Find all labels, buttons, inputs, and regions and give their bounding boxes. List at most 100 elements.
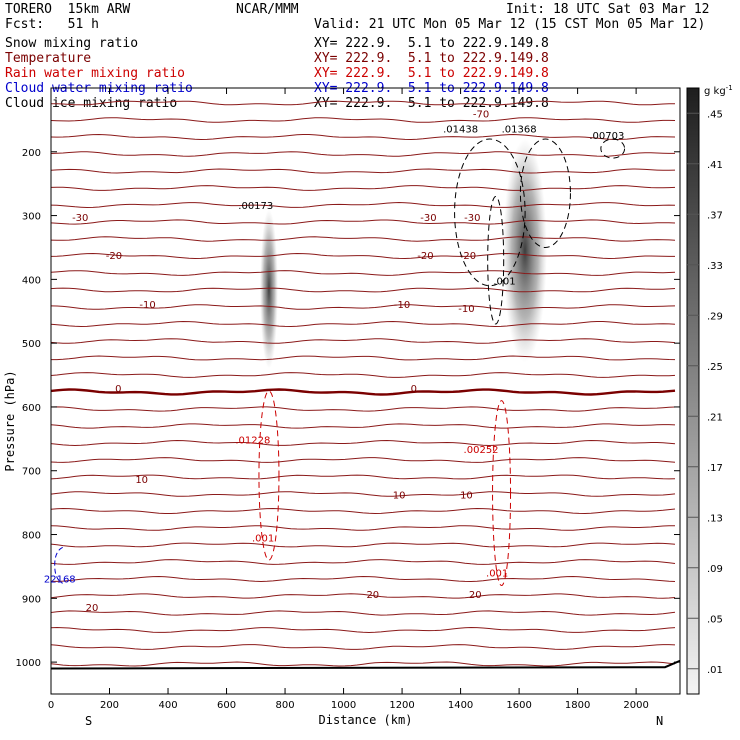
isotherm-line [51, 287, 676, 293]
isotherm-line [51, 644, 676, 650]
x-tick-label: 1800 [565, 700, 590, 711]
isotherm-line [51, 117, 676, 123]
maximum-label: .01228 [235, 435, 270, 446]
isotherm-line [51, 610, 676, 616]
temperature-label: -30 [464, 213, 480, 224]
colorbar-tick-label: .25 [707, 362, 723, 373]
x-tick-label: 800 [275, 700, 294, 711]
y-tick-label: 900 [22, 594, 41, 605]
isotherm-line [51, 525, 675, 531]
field-temp-xy: XY= 222.9. 5.1 to 222.9.149.8 [314, 51, 549, 66]
rain-contour [492, 400, 512, 587]
maximum-label: 22168 [44, 574, 76, 585]
isotherm-line [51, 372, 676, 378]
temperature-label: -30 [72, 213, 88, 224]
isotherm-line [51, 304, 676, 310]
valid-time: Valid: 21 UTC Mon 05 Mar 12 (15 CST Mon … [314, 17, 706, 32]
isotherm-line [51, 593, 676, 599]
colorbar-tick-label: .17 [707, 463, 723, 474]
forecast-hour: Fcst: 51 h [5, 17, 99, 32]
field-cloudice-xy: XY= 222.9. 5.1 to 222.9.149.8 [314, 96, 549, 111]
isotherm-line [51, 270, 676, 276]
temperature-label: -20 [417, 251, 433, 262]
maximum-label: .001 [486, 569, 508, 580]
isotherm-line [51, 100, 676, 106]
colorbar-tick-label: .13 [707, 513, 723, 524]
center-title: NCAR/MMM [236, 2, 299, 17]
y-tick-label: 700 [22, 467, 41, 478]
isotherm-line [51, 355, 676, 361]
terrain-line [51, 659, 680, 670]
temperature-label: -20 [460, 251, 476, 262]
isotherm-line [51, 406, 676, 412]
temperature-label: -70 [473, 110, 489, 121]
isotherm-line [51, 168, 676, 174]
maximum-label: .01438 [443, 125, 478, 136]
colorbar-tick-label: .09 [707, 564, 723, 575]
cloud-ice-contour [519, 138, 571, 248]
y-axis-label: Pressure (hPa) [3, 370, 17, 471]
isotherm-line [51, 559, 676, 565]
temperature-label: 20 [366, 590, 379, 601]
colorbar [686, 87, 700, 695]
temperature-label: -10 [458, 304, 474, 315]
field-snow-label: Snow mixing ratio [5, 36, 139, 51]
temperature-label: -10 [139, 300, 155, 311]
maximum-label: .00173 [238, 201, 273, 212]
x-tick-label: 1200 [389, 700, 414, 711]
y-tick-label: 800 [22, 531, 41, 542]
cloud-ice-contour [454, 138, 526, 287]
model-title: TORERO 15km ARW [5, 2, 131, 17]
temperature-label: 20 [469, 590, 482, 601]
temperature-label: 10 [135, 475, 148, 486]
y-tick-label: 600 [22, 403, 41, 414]
x-tick-label: 400 [158, 700, 177, 711]
isotherm-line [51, 423, 676, 429]
y-tick-label: 300 [22, 212, 41, 223]
x-tick-label: 1400 [448, 700, 473, 711]
temperature-label: 0 [115, 384, 121, 395]
field-snow-xy: XY= 222.9. 5.1 to 222.9.149.8 [314, 36, 549, 51]
y-tick-label: 500 [22, 339, 41, 350]
temperature-label: 20 [86, 603, 99, 614]
isotherm-line [51, 320, 676, 328]
x-axis-label: Distance (km) [319, 713, 413, 727]
cloud-ice-contour [600, 138, 626, 159]
temperature-label: -10 [394, 300, 410, 311]
isotherm-line [51, 236, 676, 242]
colorbar-tick-label: .41 [707, 160, 723, 171]
colorbar-tick-label: .33 [707, 261, 723, 272]
endpoint-left-label: S [85, 714, 92, 728]
x-tick-label: 1600 [506, 700, 531, 711]
isotherm-line [51, 439, 676, 447]
isotherm-line [51, 201, 676, 209]
colorbar-unit: g kg-1 [704, 84, 733, 97]
isotherm-line [51, 542, 676, 548]
y-tick-label: 400 [22, 275, 41, 286]
endpoint-right-label: N [656, 714, 663, 728]
colorbar-tick-label: .29 [707, 311, 723, 322]
temperature-label: -30 [420, 213, 436, 224]
y-tick-label: 200 [22, 148, 41, 159]
y-tick-label: 1000 [16, 658, 41, 669]
maximum-label: .00703 [589, 131, 624, 142]
snow-shading-0 [259, 209, 278, 369]
isotherm-line [51, 491, 676, 497]
cloud-ice-contour [487, 195, 505, 325]
field-rain-xy: XY= 222.9. 5.1 to 222.9.149.8 [314, 66, 549, 81]
x-tick-label: 0 [48, 700, 54, 711]
isotherm-line [51, 626, 676, 634]
isotherm-line [51, 575, 676, 583]
maximum-label: .001 [252, 534, 274, 545]
isotherm-line [51, 219, 676, 225]
init-time: Init: 18 UTC Sat 03 Mar 12 [506, 2, 710, 17]
rain-contour [258, 390, 280, 561]
temperature-label: -20 [106, 251, 122, 262]
isotherm-line [51, 661, 676, 667]
temperature-label: 10 [393, 490, 406, 501]
colorbar-tick-label: .37 [707, 210, 723, 221]
temperature-label: 10 [460, 490, 473, 501]
cloud-water-contour [54, 546, 63, 584]
isotherm-line [51, 457, 676, 463]
